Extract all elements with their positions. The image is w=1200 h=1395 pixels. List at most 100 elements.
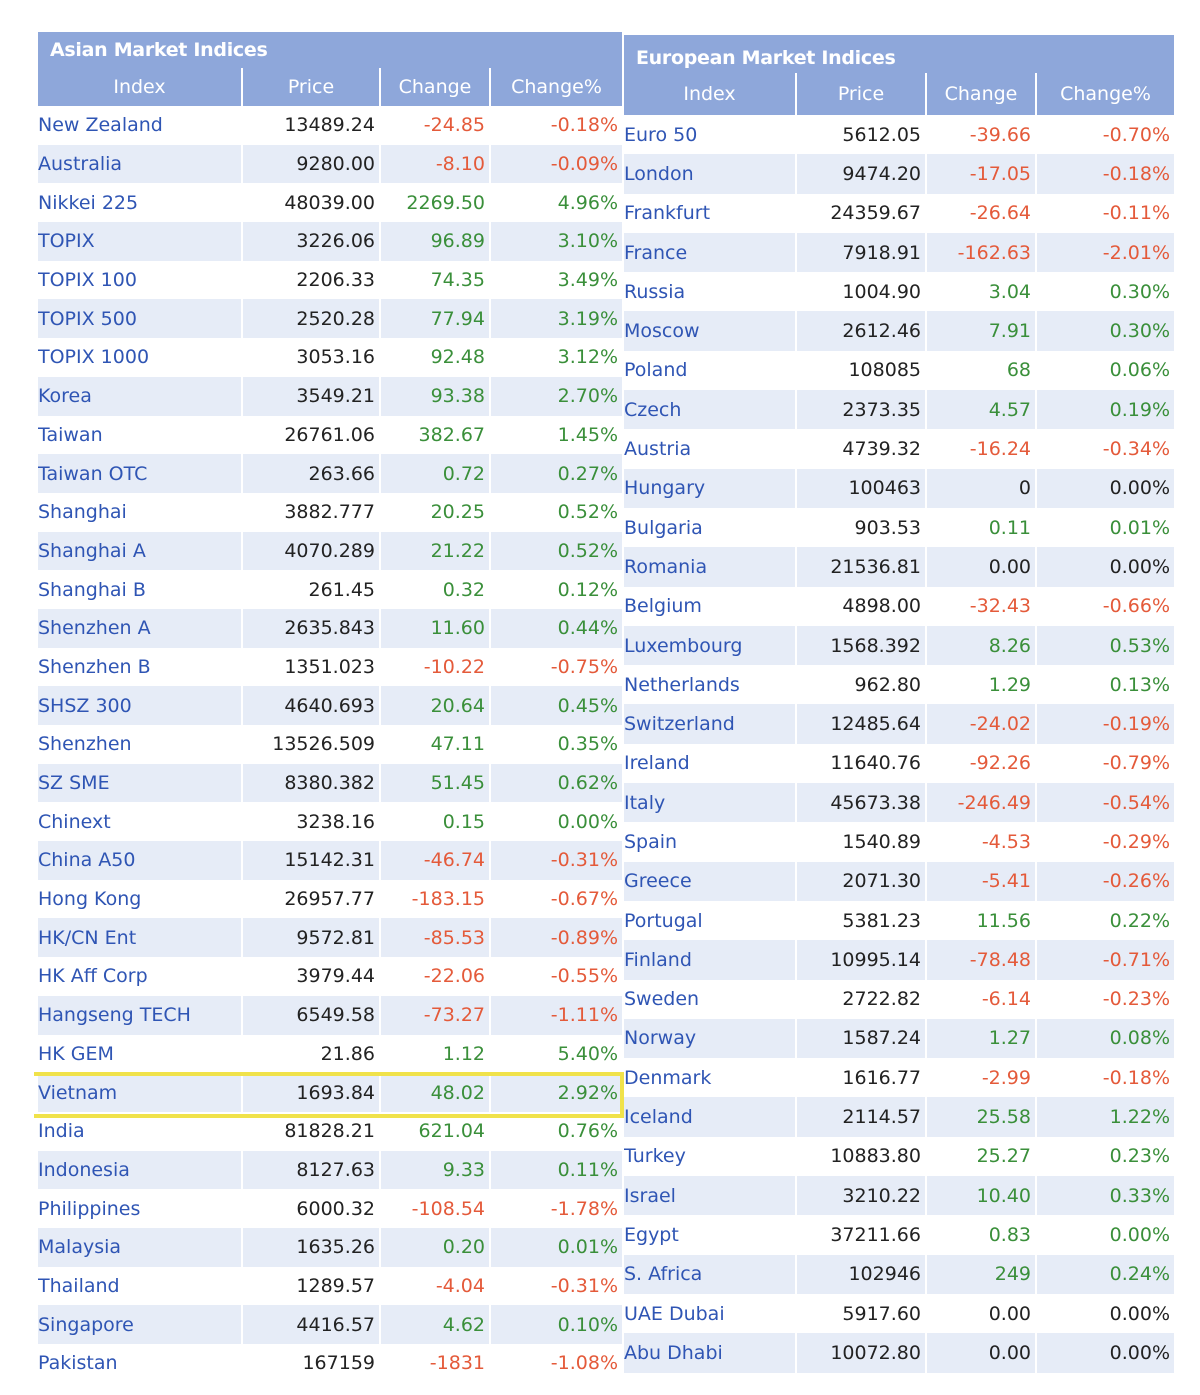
- column-header-change[interactable]: Change: [380, 68, 491, 106]
- table-row[interactable]: TOPIX 1000 3053.16 92.48 3.12%: [38, 338, 622, 377]
- table-row[interactable]: Hungary 100463 0 0.00%: [624, 468, 1174, 508]
- index-name-link[interactable]: Belgium: [624, 586, 797, 626]
- column-header-change-pct[interactable]: Change%: [1036, 73, 1174, 115]
- table-row[interactable]: TOPIX 3226.06 96.89 3.10%: [38, 222, 622, 261]
- table-row[interactable]: Portugal 5381.23 11.56 0.22%: [624, 900, 1174, 941]
- table-row[interactable]: Korea 3549.21 93.38 2.70%: [38, 376, 622, 416]
- table-row[interactable]: Shenzhen A 2635.843 11.60 0.44%: [38, 608, 622, 648]
- table-row[interactable]: HK/CN Ent 9572.81 -85.53 -0.89%: [38, 918, 622, 958]
- index-name-link[interactable]: TOPIX 100: [38, 260, 243, 300]
- table-row[interactable]: UAE Dubai 5917.60 0.00 0.00%: [624, 1293, 1174, 1334]
- table-row[interactable]: Belgium 4898.00 -32.43 -0.66%: [624, 586, 1174, 626]
- index-name-link[interactable]: HK GEM: [38, 1034, 243, 1074]
- index-name-link[interactable]: Hong Kong: [38, 879, 243, 919]
- table-row[interactable]: Shenzhen 13526.509 47.11 0.35%: [38, 725, 622, 764]
- index-name-link[interactable]: Italy: [624, 783, 797, 823]
- table-row[interactable]: Netherlands 962.80 1.29 0.13%: [624, 665, 1174, 705]
- index-name-link[interactable]: India: [38, 1111, 243, 1151]
- index-name-link[interactable]: Switzerland: [624, 704, 797, 744]
- index-name-link[interactable]: Shanghai B: [38, 570, 243, 609]
- index-name-link[interactable]: Vietnam: [38, 1073, 243, 1112]
- table-row[interactable]: TOPIX 500 2520.28 77.94 3.19%: [38, 299, 622, 339]
- index-name-link[interactable]: Euro 50: [624, 115, 797, 155]
- index-name-link[interactable]: Shenzhen A: [38, 608, 243, 648]
- column-header-index[interactable]: Index: [38, 68, 243, 106]
- index-name-link[interactable]: Shanghai A: [38, 531, 243, 571]
- index-name-link[interactable]: Sweden: [624, 979, 797, 1019]
- index-name-link[interactable]: Spain: [624, 822, 797, 862]
- index-name-link[interactable]: SZ SME: [38, 763, 243, 803]
- table-row[interactable]: Egypt 37211.66 0.83 0.00%: [624, 1215, 1174, 1255]
- table-row[interactable]: New Zealand 13489.24 -24.85 -0.18%: [38, 106, 622, 145]
- index-name-link[interactable]: Czech: [624, 390, 797, 430]
- column-header-price[interactable]: Price: [796, 73, 927, 115]
- table-row[interactable]: HK Aff Corp 3979.44 -22.06 -0.55%: [38, 957, 622, 996]
- table-row[interactable]: Bulgaria 903.53 0.11 0.01%: [624, 507, 1174, 548]
- table-row[interactable]: Czech 2373.35 4.57 0.19%: [624, 390, 1174, 430]
- table-row[interactable]: Australia 9280.00 -8.10 -0.09%: [38, 144, 622, 184]
- index-name-link[interactable]: Romania: [624, 547, 797, 587]
- index-name-link[interactable]: Israel: [624, 1176, 797, 1216]
- index-name-link[interactable]: Moscow: [624, 311, 797, 351]
- index-name-link[interactable]: UAE Dubai: [624, 1293, 797, 1334]
- table-row[interactable]: Frankfurt 24359.67 -26.64 -0.11%: [624, 193, 1174, 233]
- table-row[interactable]: TOPIX 100 2206.33 74.35 3.49%: [38, 260, 622, 300]
- table-row[interactable]: Malaysia 1635.26 0.20 0.01%: [38, 1227, 622, 1267]
- table-row[interactable]: Switzerland 12485.64 -24.02 -0.19%: [624, 704, 1174, 744]
- table-row[interactable]: Israel 3210.22 10.40 0.33%: [624, 1176, 1174, 1216]
- index-name-link[interactable]: New Zealand: [38, 106, 243, 145]
- index-name-link[interactable]: Ireland: [624, 743, 797, 784]
- index-name-link[interactable]: Philippines: [38, 1189, 243, 1228]
- index-name-link[interactable]: Norway: [624, 1018, 797, 1059]
- index-name-link[interactable]: Iceland: [624, 1097, 797, 1137]
- table-row[interactable]: Spain 1540.89 -4.53 -0.29%: [624, 822, 1174, 862]
- index-name-link[interactable]: Hangseng TECH: [38, 995, 243, 1035]
- index-name-link[interactable]: Egypt: [624, 1215, 797, 1255]
- index-name-link[interactable]: HK/CN Ent: [38, 918, 243, 958]
- table-row[interactable]: France 7918.91 -162.63 -2.01%: [624, 232, 1174, 273]
- table-row[interactable]: Euro 50 5612.05 -39.66 -0.70%: [624, 115, 1174, 155]
- table-row[interactable]: Nikkei 225 48039.00 2269.50 4.96%: [38, 183, 622, 223]
- index-name-link[interactable]: TOPIX 500: [38, 299, 243, 339]
- index-name-link[interactable]: Shenzhen: [38, 725, 243, 764]
- index-name-link[interactable]: TOPIX 1000: [38, 338, 243, 377]
- index-name-link[interactable]: Nikkei 225: [38, 183, 243, 223]
- index-name-link[interactable]: Russia: [624, 272, 797, 312]
- column-header-price[interactable]: Price: [242, 68, 381, 106]
- index-name-link[interactable]: Korea: [38, 376, 243, 416]
- table-row[interactable]: Hangseng TECH 6549.58 -73.27 -1.11%: [38, 995, 622, 1035]
- table-row[interactable]: Taiwan 26761.06 382.67 1.45%: [38, 415, 622, 455]
- index-name-link[interactable]: Frankfurt: [624, 193, 797, 233]
- table-row[interactable]: Austria 4739.32 -16.24 -0.34%: [624, 429, 1174, 469]
- index-name-link[interactable]: Austria: [624, 429, 797, 469]
- table-row[interactable]: Luxembourg 1568.392 8.26 0.53%: [624, 625, 1174, 666]
- index-name-link[interactable]: Poland: [624, 350, 797, 391]
- table-row[interactable]: Italy 45673.38 -246.49 -0.54%: [624, 783, 1174, 823]
- index-name-link[interactable]: Hungary: [624, 468, 797, 508]
- index-name-link[interactable]: London: [624, 154, 797, 194]
- column-header-change[interactable]: Change: [926, 73, 1037, 115]
- index-name-link[interactable]: Turkey: [624, 1136, 797, 1177]
- index-name-link[interactable]: Malaysia: [38, 1227, 243, 1267]
- table-row[interactable]: S. Africa 102946 249 0.24%: [624, 1254, 1174, 1294]
- table-row[interactable]: Philippines 6000.32 -108.54 -1.78%: [38, 1189, 622, 1228]
- index-name-link[interactable]: Indonesia: [38, 1150, 243, 1190]
- table-row[interactable]: Shanghai 3882.777 20.25 0.52%: [38, 492, 622, 532]
- table-row[interactable]: Denmark 1616.77 -2.99 -0.18%: [624, 1058, 1174, 1098]
- index-name-link[interactable]: SHSZ 300: [38, 686, 243, 725]
- table-row[interactable]: Greece 2071.30 -5.41 -0.26%: [624, 861, 1174, 901]
- index-name-link[interactable]: TOPIX: [38, 222, 243, 261]
- table-row[interactable]: SHSZ 300 4640.693 20.64 0.45%: [38, 686, 622, 725]
- index-name-link[interactable]: Portugal: [624, 900, 797, 941]
- table-row[interactable]: Norway 1587.24 1.27 0.08%: [624, 1018, 1174, 1059]
- table-row[interactable]: Taiwan OTC 263.66 0.72 0.27%: [38, 454, 622, 493]
- column-header-index[interactable]: Index: [624, 73, 797, 115]
- table-row[interactable]: Moscow 2612.46 7.91 0.30%: [624, 311, 1174, 351]
- table-row[interactable]: Poland 108085 68 0.06%: [624, 350, 1174, 391]
- table-row[interactable]: HK GEM 21.86 1.12 5.40%: [38, 1034, 622, 1074]
- table-row[interactable]: Shenzhen B 1351.023 -10.22 -0.75%: [38, 647, 622, 687]
- table-row[interactable]: Singapore 4416.57 4.62 0.10%: [38, 1305, 622, 1344]
- index-name-link[interactable]: Shenzhen B: [38, 647, 243, 687]
- table-row[interactable]: China A50 15142.31 -46.74 -0.31%: [38, 841, 622, 880]
- index-name-link[interactable]: Thailand: [38, 1266, 243, 1306]
